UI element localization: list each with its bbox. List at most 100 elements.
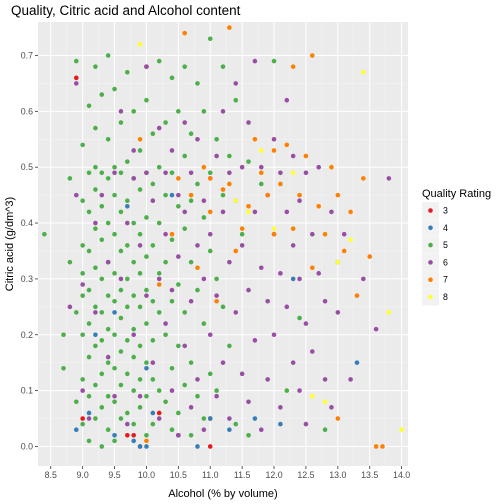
data-point [239,371,245,377]
data-point [361,176,366,181]
data-point [150,198,156,204]
data-point [246,399,251,405]
data-point [125,243,130,248]
data-point [239,231,245,237]
data-point [156,220,162,226]
data-point [284,209,290,215]
data-point [188,405,194,410]
x-tick-label: 8.5 [45,470,57,480]
data-point [201,427,207,433]
data-point [73,399,79,405]
data-point [252,136,258,142]
legend-label: 7 [443,275,448,285]
data-point [207,170,213,176]
data-point [310,265,315,271]
data-point [144,393,149,399]
data-point [131,220,136,226]
data-point [361,276,366,282]
y-axis: 0.0 0.1 0.2 0.3 0.4 0.5 0.6 0.7 [21,51,38,451]
legend-label: 4 [443,223,448,233]
data-point [131,421,136,427]
data-point [195,136,200,142]
data-point [214,276,219,282]
data-point [201,321,207,326]
data-point [93,265,98,271]
data-point [310,231,315,237]
data-point [118,248,124,254]
data-point [156,164,162,170]
data-point [290,360,296,365]
data-point [258,170,264,176]
data-point [214,153,219,159]
data-point [195,287,200,293]
data-point [156,276,162,282]
data-point [290,243,296,248]
data-point [290,64,296,69]
data-point [137,148,143,153]
data-point [112,438,117,444]
data-point [214,388,219,393]
data-point [131,332,136,338]
data-point [233,310,239,315]
data-point [373,326,379,332]
data-point [258,265,264,271]
data-point [67,304,73,310]
data-point [227,25,232,30]
data-point [150,298,156,304]
data-point [137,377,143,382]
data-point [246,159,251,164]
data-point [169,231,175,237]
data-point [290,276,296,282]
data-point [93,226,98,231]
series-8 [137,42,404,433]
data-point [137,393,143,399]
data-point [303,321,309,326]
data-point [86,287,92,293]
data-point [125,198,130,204]
data-point [163,120,168,125]
data-point [137,187,143,192]
data-point [150,131,156,136]
data-point [93,125,98,131]
data-point [112,365,117,371]
data-point [73,427,79,433]
data-point [118,382,124,388]
data-point [284,142,290,148]
data-point [86,438,92,444]
data-point [176,254,181,259]
data-point [169,170,175,176]
legend-item: 4 [422,219,448,237]
data-point [297,198,302,204]
data-point [137,231,143,237]
data-point [99,371,105,377]
data-point [258,427,264,433]
data-point [297,315,302,321]
data-point [271,226,277,231]
data-point [297,276,302,282]
data-point [86,248,92,254]
data-point [316,204,321,209]
data-point [86,170,92,176]
data-point [246,432,251,438]
data-point [144,438,149,444]
x-tick-label: 12.5 [297,470,314,480]
data-point [220,187,226,192]
data-point [182,120,188,125]
data-point [169,192,175,198]
data-point [176,432,181,438]
data-point [176,192,181,198]
data-point [73,81,79,86]
data-point [156,416,162,421]
data-point [131,176,136,181]
data-point [258,148,264,153]
data-point [220,360,226,365]
y-tick-label: 0.4 [21,218,33,228]
data-point [176,176,181,181]
x-tick-label: 10.5 [170,470,187,480]
data-point [93,164,98,170]
data-point [137,405,143,410]
data-point [156,282,162,287]
data-point [80,421,85,427]
data-point [207,176,213,181]
